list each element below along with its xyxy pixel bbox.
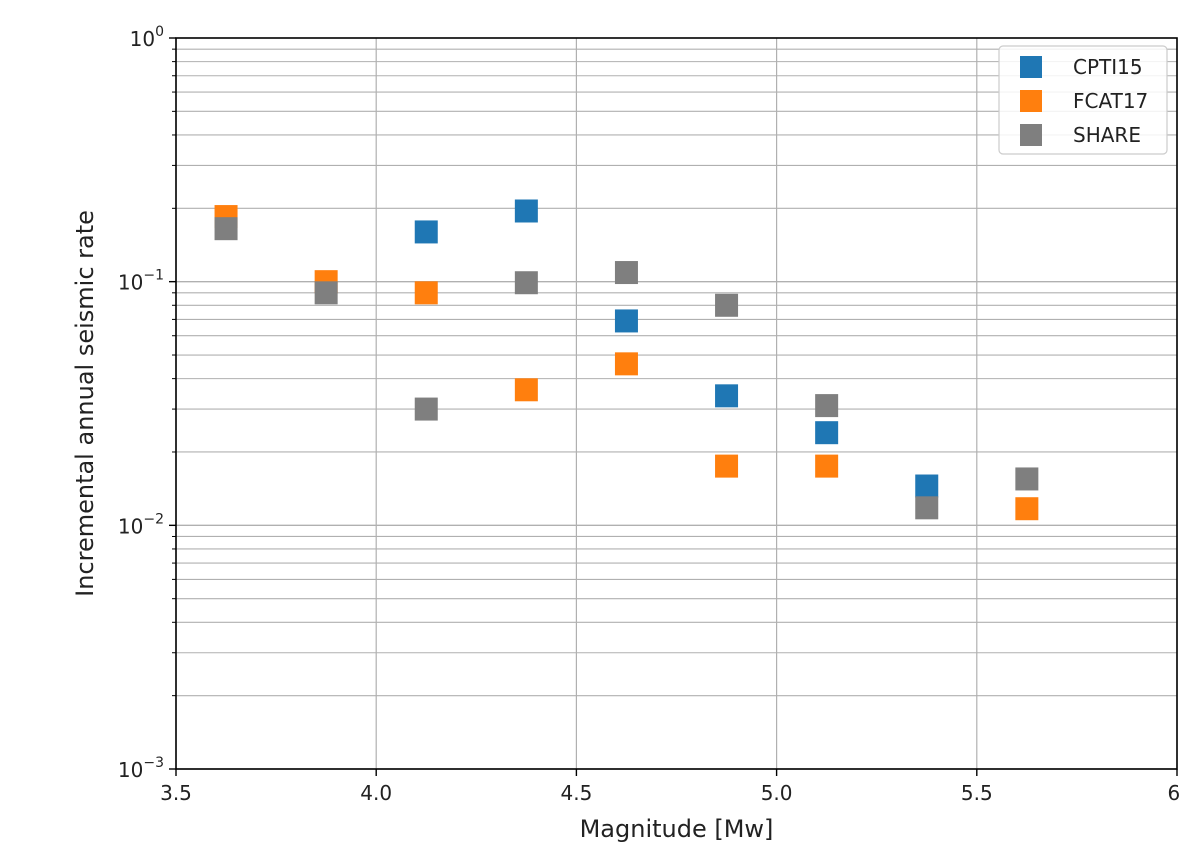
x-tick-label: 5.5 bbox=[961, 781, 993, 805]
data-point bbox=[414, 397, 438, 421]
y-axis-label: Incremental annual seismic rate bbox=[71, 210, 99, 597]
x-tick-label: 3.5 bbox=[160, 781, 192, 805]
data-points bbox=[214, 199, 1039, 521]
data-point bbox=[815, 421, 839, 445]
data-point bbox=[915, 496, 939, 520]
data-point bbox=[815, 394, 839, 418]
data-point bbox=[1015, 467, 1039, 491]
x-axis-ticks: 3.5 4.0 4.5 5.0 5.5 6. bbox=[160, 769, 1179, 805]
legend-marker bbox=[1020, 90, 1042, 112]
data-point bbox=[1015, 497, 1039, 521]
x-tick-label: 4.5 bbox=[560, 781, 592, 805]
legend-marker bbox=[1020, 124, 1042, 146]
legend-label: FCAT17 bbox=[1073, 89, 1148, 113]
legend-marker bbox=[1020, 56, 1042, 78]
x-tick-label: 4.0 bbox=[360, 781, 392, 805]
series-cpti15 bbox=[414, 199, 939, 498]
data-point bbox=[414, 281, 438, 305]
x-tick-label: 6. bbox=[1167, 781, 1179, 805]
data-point bbox=[715, 384, 739, 408]
data-point bbox=[514, 378, 538, 402]
data-point bbox=[514, 271, 538, 295]
data-point bbox=[715, 454, 739, 478]
x-axis-label: Magnitude [Mw] bbox=[580, 815, 774, 843]
y-tick-label: 10−1 bbox=[118, 268, 164, 295]
legend-label: CPTI15 bbox=[1073, 55, 1143, 79]
plot-frame bbox=[175, 37, 1178, 770]
series-share bbox=[214, 217, 1039, 520]
data-point bbox=[514, 199, 538, 223]
data-point bbox=[314, 281, 338, 305]
y-tick-label: 10−3 bbox=[118, 755, 164, 782]
data-point bbox=[915, 474, 939, 498]
data-point bbox=[614, 309, 638, 333]
data-point bbox=[614, 352, 638, 376]
data-point bbox=[214, 217, 238, 241]
data-point bbox=[715, 293, 739, 317]
y-tick-label: 100 bbox=[130, 24, 164, 51]
legend: CPTI15 FCAT17 SHARE bbox=[998, 45, 1168, 155]
legend-item-fcat17: FCAT17 bbox=[1020, 89, 1148, 113]
y-tick-label: 10−2 bbox=[118, 511, 164, 538]
y-axis-ticks: 100 10−1 10−2 10−3 bbox=[118, 24, 176, 782]
legend-label: SHARE bbox=[1073, 123, 1141, 147]
series-fcat17 bbox=[214, 205, 1039, 521]
x-tick-label: 5.0 bbox=[761, 781, 793, 805]
data-point bbox=[614, 261, 638, 285]
data-point bbox=[815, 454, 839, 478]
data-point bbox=[414, 220, 438, 244]
legend-item-share: SHARE bbox=[1020, 123, 1141, 147]
legend-item-cpti15: CPTI15 bbox=[1020, 55, 1143, 79]
